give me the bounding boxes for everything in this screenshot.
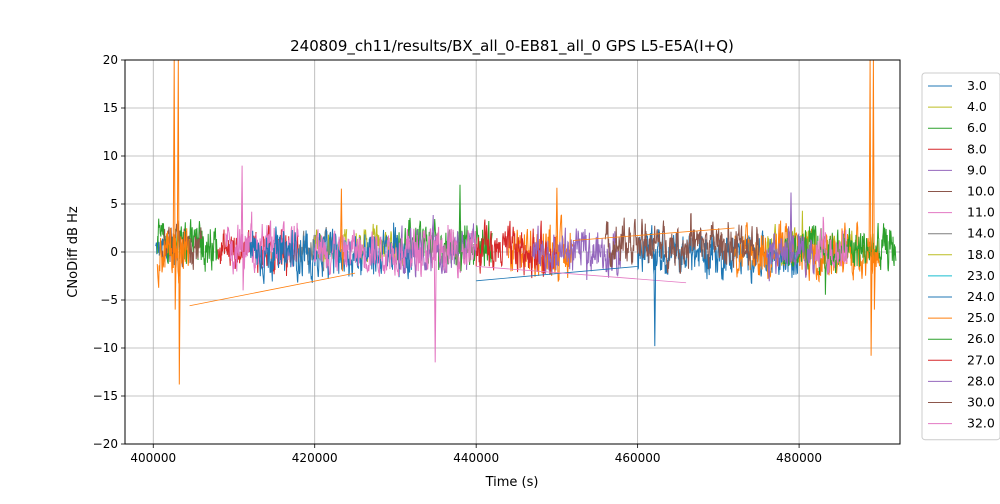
series-spike [652,251,657,347]
series-spike [871,60,876,310]
series-trace [156,227,190,288]
series-27-0 [475,219,558,279]
legend-label: 28.0 [967,373,995,388]
legend-label: 3.0 [967,78,987,93]
series-connector [573,227,735,241]
series-trace [637,225,800,284]
legend-label: 30.0 [967,395,995,410]
series-spike [555,187,560,262]
x-tick-label: 480000 [776,451,822,465]
series-spike [868,60,873,356]
legend-label: 23.0 [967,268,995,283]
series-30-0 [604,213,760,274]
series-spike [458,184,463,272]
plot-frame [124,59,901,445]
y-tick-label: −20 [93,437,118,451]
legend-label: 32.0 [967,416,995,431]
series-spike [172,60,177,310]
series-spike [339,188,344,272]
y-tick-label: −15 [93,389,118,403]
legend-label: 26.0 [967,331,995,346]
series-spike [240,165,245,291]
series-trace [532,225,622,281]
y-tick-label: 5 [110,197,118,211]
x-axis-label: Time (s) [485,475,539,490]
series-trace [249,222,412,284]
x-tick-label: 440000 [453,451,499,465]
legend-label: 27.0 [967,352,995,367]
legend-box [921,72,1000,441]
legend-label: 24.0 [967,289,995,304]
series-trace [604,213,760,274]
legend-label: 6.0 [967,120,987,135]
legend: 3.0 4.0 6.0 8.0 9.0 10.0 11.0 14.0 18.0 23.0 24.0 2… [921,72,1000,441]
legend-label: 9.0 [967,162,987,177]
legend-label: 8.0 [967,141,987,156]
series-connector [476,266,638,282]
series-24-0 [249,222,800,284]
legend-label: 11.0 [967,205,995,220]
series-connector [476,266,687,284]
plot-area [155,60,897,385]
series-trace [475,219,558,279]
y-axis-label: CNoDiff dB Hz [66,206,81,298]
x-tick-label: 400000 [130,451,176,465]
x-tick-label: 460000 [615,451,661,465]
series-spike [789,192,794,262]
legend-label: 4.0 [967,99,987,114]
y-tick-label: 0 [110,245,118,259]
series-28-0 [532,225,816,282]
series-spike [432,242,437,363]
legend-label: 10.0 [967,184,995,199]
y-tick-label: 20 [103,53,118,67]
y-tick-label: −5 [100,293,118,307]
series-spike [176,60,181,385]
legend-label: 14.0 [967,226,995,241]
series-trace [766,226,816,282]
legend-label: 18.0 [967,247,995,262]
y-tick-label: 15 [103,101,118,115]
legend-label: 25.0 [967,310,995,325]
series-connector [189,272,356,307]
chart-title: 240809_ch11/results/BX_all_0-EB81_all_0 … [290,37,734,56]
series-trace [814,216,848,275]
y-tick-label: −10 [93,341,118,355]
y-tick-label: 10 [103,149,118,163]
x-tick-label: 420000 [292,451,338,465]
tick-layer: 400000 420000 440000 460000 480000 −20 −15 −10 −… [93,53,822,465]
